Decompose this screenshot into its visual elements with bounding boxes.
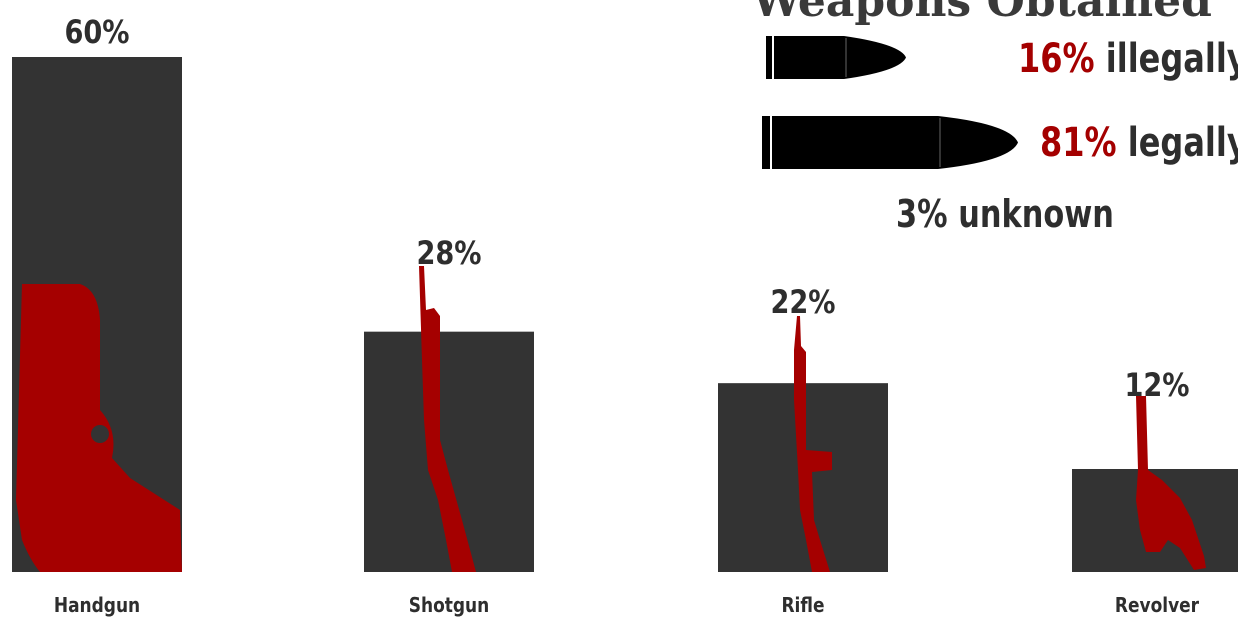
value-label-revolver: 12%: [1124, 367, 1189, 405]
illegal-pct: 16%: [1018, 36, 1095, 82]
bullet-small-icon: [766, 36, 906, 79]
category-label-revolver: Revolver: [1115, 595, 1200, 618]
rifle-icon: [794, 316, 832, 572]
weapon-silhouettes: [16, 266, 1206, 572]
handgun-trigger-guard-icon: [91, 425, 109, 443]
legal-pct: 81%: [1040, 120, 1117, 166]
bullet-large-icon: [762, 116, 1018, 169]
revolver-icon: [1136, 396, 1206, 570]
value-label-rifle: 22%: [770, 284, 835, 322]
category-label-handgun: Handgun: [54, 595, 140, 618]
illegal-stat: 16% illegally: [1018, 36, 1238, 82]
value-label-handgun: 60%: [64, 14, 129, 52]
unknown-stat: 3% unknown: [896, 192, 1114, 236]
category-label-shotgun: Shotgun: [409, 595, 489, 618]
value-label-shotgun: 28%: [416, 235, 481, 273]
legal-stat: 81% legally: [1040, 120, 1238, 166]
value-labels: 60% 28% 22% 12%: [64, 14, 1189, 405]
illegal-label: illegally: [1105, 36, 1238, 82]
chart-headline: Weapons Obtained: [752, 0, 1212, 27]
category-labels: Handgun Shotgun Rifle Revolver: [54, 595, 1200, 618]
category-label-rifle: Rifle: [781, 595, 824, 618]
legal-label: legally: [1127, 120, 1238, 166]
shotgun-icon: [419, 266, 476, 572]
